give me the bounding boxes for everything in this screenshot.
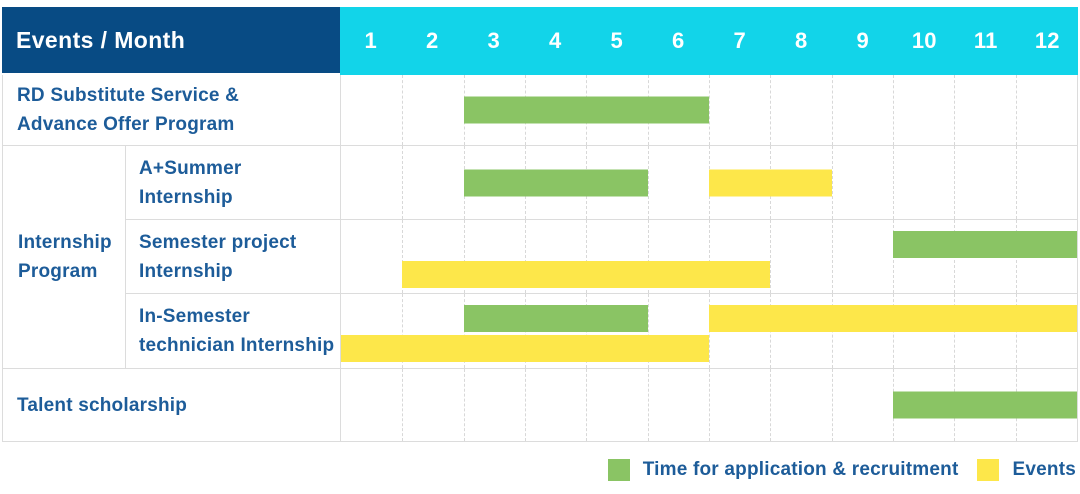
row-label-line: Internship <box>139 260 233 282</box>
month-gridline <box>586 220 588 293</box>
header-title-cell: Events / Month <box>2 7 340 73</box>
month-gridline <box>647 369 649 441</box>
group-label-line: Internship <box>18 232 112 253</box>
table-row-a-summer: A+Summer Internship <box>126 146 1077 220</box>
internship-program-group: Internship Program A+Summer Internship S… <box>3 146 1077 369</box>
internship-sub-rows: A+Summer Internship Semester project Int… <box>126 146 1077 368</box>
month-gridline <box>525 369 526 441</box>
row-label-line: Advance Offer Program <box>17 114 235 135</box>
month-gridline <box>647 220 649 293</box>
gantt-bar-events <box>341 335 709 362</box>
month-gridline <box>1015 75 1017 145</box>
month-label: 7 <box>733 28 746 53</box>
month-gridline <box>831 75 833 145</box>
month-gridline <box>893 75 894 145</box>
chart-cell-talent-scholarship <box>341 369 1077 441</box>
month-label: 9 <box>856 28 869 53</box>
month-label: 6 <box>672 28 685 53</box>
month-gridline <box>463 220 465 293</box>
chart-cell-a-summer <box>341 146 1077 219</box>
legend-item-events: Events <box>977 459 1076 481</box>
chart-cell-rd-substitute <box>341 75 1077 145</box>
chart-cell-semester-project <box>341 220 1077 293</box>
month-label: 3 <box>487 28 500 53</box>
month-gridline <box>770 75 772 145</box>
month-gridline <box>402 220 404 293</box>
month-gridline <box>463 369 465 441</box>
header-title: Events / Month <box>16 26 186 53</box>
month-gridline <box>647 294 649 368</box>
row-label-line: A+Summer <box>139 157 242 179</box>
row-label-line: RD Substitute Service & <box>17 85 240 106</box>
gantt-bar-application <box>893 391 1077 419</box>
month-header-row: 1 2 3 4 5 6 7 8 9 10 11 12 <box>340 7 1078 75</box>
gantt-bar-application <box>463 96 709 124</box>
legend-label-events: Events <box>1012 459 1076 480</box>
events-swatch <box>977 459 1000 481</box>
month-gridline <box>402 369 404 441</box>
gantt-bar-application <box>463 305 648 332</box>
month-gridline <box>1015 146 1017 219</box>
month-gridline <box>893 146 894 219</box>
month-gridline <box>525 220 526 293</box>
legend-label-application: Time for application & recruitment <box>642 459 959 480</box>
row-label-line: Internship <box>139 186 233 208</box>
month-gridline <box>402 75 404 145</box>
row-label-talent-scholarship: Talent scholarship <box>3 369 341 441</box>
table-row-rd-substitute: RD Substitute Service & Advance Offer Pr… <box>3 75 1077 146</box>
month-gridline <box>402 146 404 219</box>
row-label-line: technician Internship <box>139 335 335 356</box>
table-row-semester-project: Semester project Internship <box>126 220 1077 294</box>
legend-item-application: Time for application & recruitment <box>607 459 959 481</box>
application-recruitment-swatch <box>607 459 630 481</box>
month-label: 8 <box>795 28 808 53</box>
month-gridline <box>709 220 710 293</box>
table-row-talent-scholarship: Talent scholarship <box>3 369 1077 441</box>
month-label: 12 <box>1034 28 1060 53</box>
month-gridline <box>954 75 956 145</box>
month-label: 1 <box>364 28 377 53</box>
month-label: 2 <box>426 28 439 53</box>
month-gridline <box>770 369 772 441</box>
gantt-bar-application <box>463 169 648 196</box>
month-gridline <box>709 75 710 145</box>
month-gridline <box>586 369 588 441</box>
group-label-line: Program <box>18 261 98 282</box>
month-gridline <box>831 146 833 219</box>
group-label-internship-program: Internship Program <box>3 146 126 368</box>
row-label-line: In-Semester <box>139 306 250 327</box>
row-label-rd-substitute: RD Substitute Service & Advance Offer Pr… <box>3 75 341 145</box>
table-header: Events / Month 1 2 3 4 5 6 7 8 9 10 11 12 <box>2 7 1078 75</box>
month-gridline <box>402 294 404 368</box>
gantt-bar-events <box>709 305 1077 332</box>
gantt-bar-events <box>402 261 771 288</box>
row-label-in-semester: In-Semester technician Internship <box>126 294 341 368</box>
month-gridline <box>831 220 833 293</box>
month-label: 4 <box>549 28 562 53</box>
month-gridline <box>954 146 956 219</box>
table-row-in-semester: In-Semester technician Internship <box>126 294 1077 368</box>
row-label-line: Talent scholarship <box>17 394 188 416</box>
gantt-table: Events / Month 1 2 3 4 5 6 7 8 9 10 11 12 RD Substi… <box>2 7 1078 442</box>
month-gridline <box>647 146 649 219</box>
month-label: 10 <box>911 28 937 53</box>
month-label: 5 <box>610 28 623 53</box>
row-label-line: Semester project <box>139 231 297 253</box>
legend: Time for application & recruitment Event… <box>607 459 1076 481</box>
row-label-semester-project: Semester project Internship <box>126 220 341 293</box>
month-label: 11 <box>973 28 998 53</box>
row-label-a-summer: A+Summer Internship <box>126 146 341 219</box>
month-gridline <box>770 220 772 293</box>
month-gridline <box>831 369 833 441</box>
gantt-bar-events <box>709 169 832 196</box>
gantt-bar-application <box>893 231 1077 258</box>
month-gridline <box>709 369 710 441</box>
chart-cell-in-semester <box>341 294 1077 368</box>
table-body: RD Substitute Service & Advance Offer Pr… <box>2 75 1078 442</box>
